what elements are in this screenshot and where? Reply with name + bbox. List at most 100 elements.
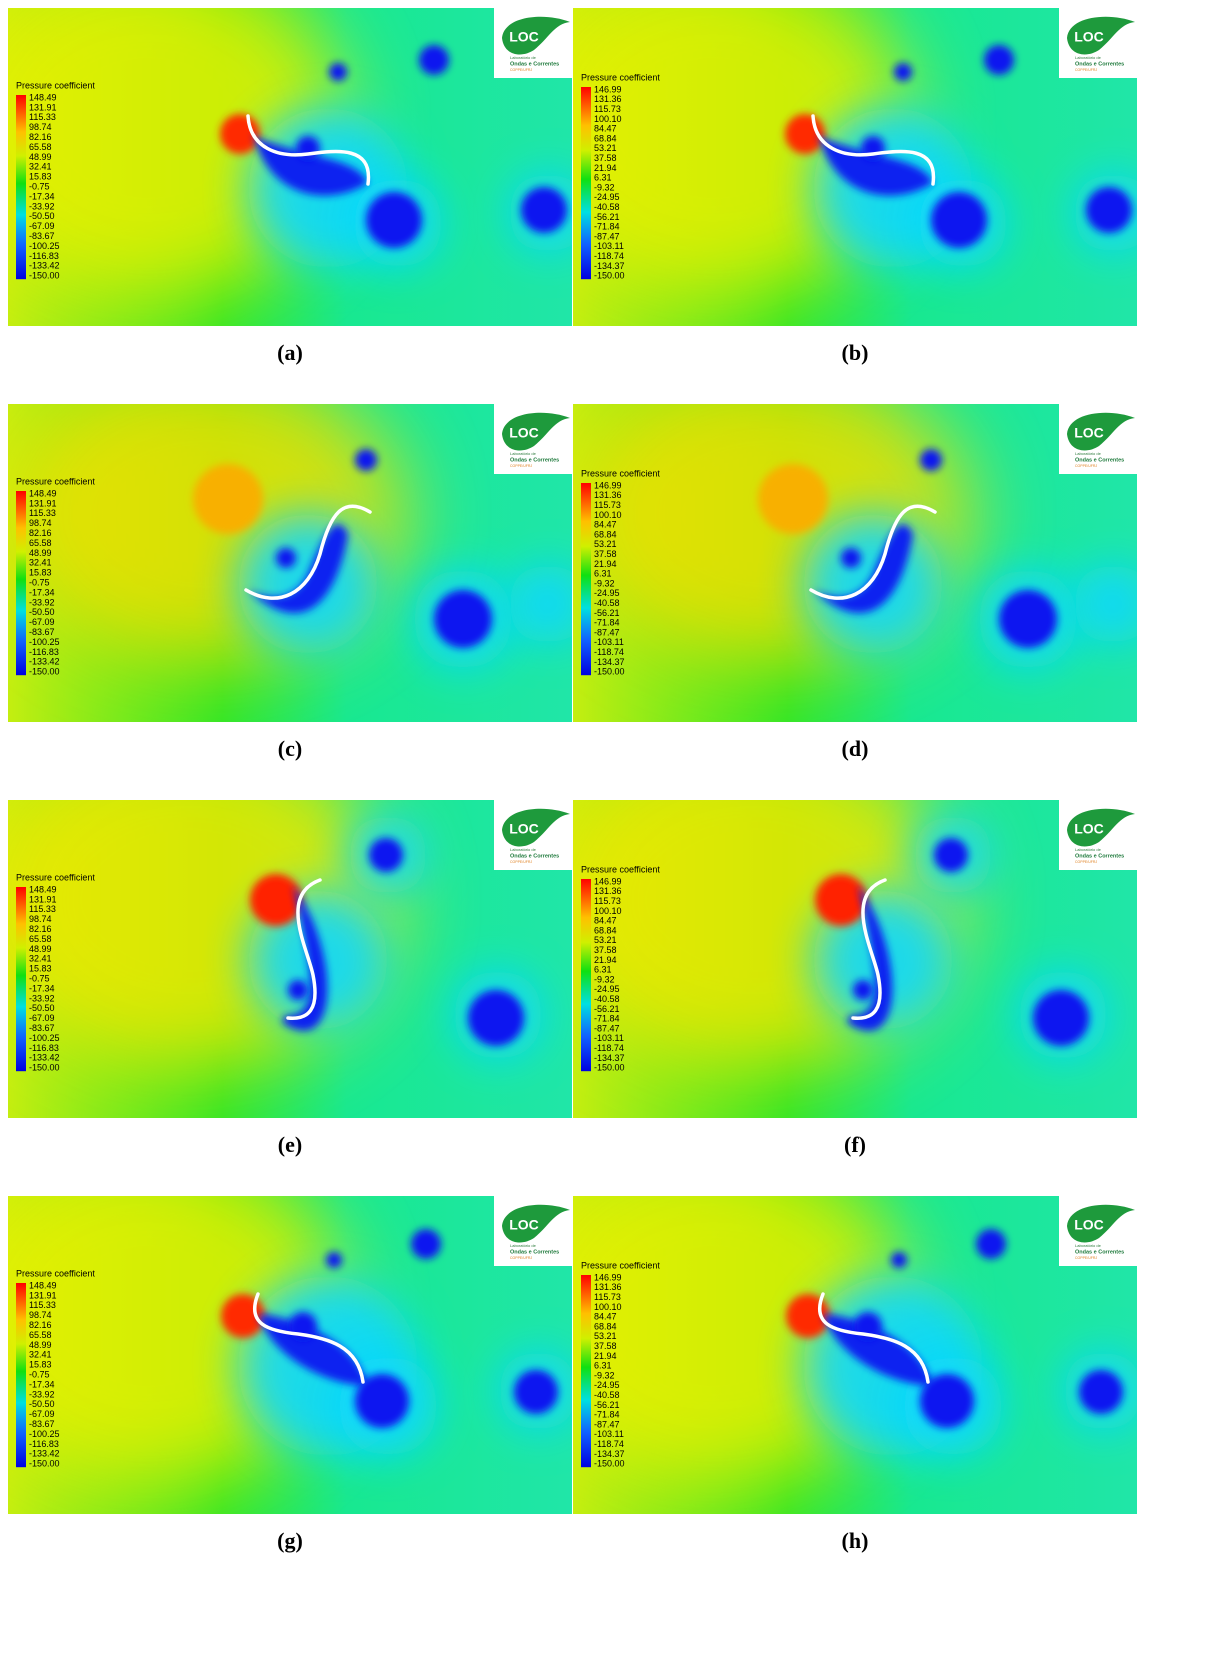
- legend-title: Pressure coefficient: [16, 1268, 95, 1278]
- legend-label: -150.00: [29, 1459, 60, 1469]
- color-bar: [581, 1275, 591, 1468]
- vortex: [841, 548, 861, 568]
- legend-title: Pressure coefficient: [16, 872, 95, 882]
- legend-label: -100.25: [29, 1033, 60, 1043]
- vortex: [1033, 990, 1089, 1046]
- pressure-field: [573, 404, 1137, 722]
- vortex: [514, 1370, 558, 1414]
- wake-region: [818, 133, 933, 196]
- logo-leaf: [1067, 1204, 1135, 1243]
- legend-label: -9.32: [594, 1370, 615, 1380]
- legend-label: -40.58: [594, 202, 620, 212]
- legend-label: -83.67: [29, 1023, 55, 1033]
- legend-label: -150.00: [594, 667, 625, 677]
- pressure-field: [573, 800, 1137, 1118]
- legend-label: 48.99: [29, 152, 52, 162]
- legend-label: -134.37: [594, 1449, 625, 1459]
- legend-label: 68.84: [594, 133, 617, 143]
- logo-mark: LOC: [1074, 425, 1104, 441]
- legend-label: 115.33: [29, 112, 56, 122]
- legend-label: -100.25: [29, 1429, 60, 1439]
- logo-line2: Ondas e Correntes: [510, 853, 559, 859]
- legend-label: -56.21: [594, 1400, 620, 1410]
- legend-label: -0.75: [29, 973, 50, 983]
- legend-label: -67.09: [29, 617, 55, 627]
- legend-label: -9.32: [594, 974, 615, 984]
- legend-label: 84.47: [594, 1312, 617, 1322]
- blade: [809, 504, 937, 600]
- legend-title: Pressure coefficient: [16, 476, 95, 486]
- color-bar: [581, 879, 591, 1072]
- legend-label: -118.74: [594, 251, 624, 261]
- legend-label: -24.95: [594, 192, 620, 202]
- legend-label: 100.10: [594, 510, 622, 520]
- logo-line3: COPPE/UFRJ: [1075, 860, 1097, 864]
- legend-label: 115.33: [29, 904, 56, 914]
- panel-caption: (g): [277, 1528, 303, 1553]
- logo-line2: Ondas e Correntes: [1075, 853, 1124, 859]
- legend-label: 37.58: [594, 945, 617, 955]
- vortex: [999, 590, 1057, 648]
- legend-label: 115.73: [594, 104, 621, 114]
- legend-label: -33.92: [29, 597, 55, 607]
- logo-line1: Laboratório de: [1075, 451, 1102, 456]
- low-pressure-halo: [1073, 564, 1137, 644]
- legend-label: -116.83: [29, 647, 59, 657]
- legend-label: 131.91: [29, 498, 57, 508]
- legend-label: 21.94: [594, 163, 617, 173]
- vortex: [984, 45, 1014, 75]
- legend-label: 48.99: [29, 944, 52, 954]
- legend-label: 131.91: [29, 894, 57, 904]
- legend-label: 68.84: [594, 529, 617, 539]
- legend-label: -116.83: [29, 1439, 59, 1449]
- legend-label: -134.37: [594, 657, 625, 667]
- legend-label: -24.95: [594, 588, 620, 598]
- legend-label: 65.58: [29, 142, 52, 152]
- legend-label: 82.16: [29, 924, 52, 934]
- legend-label: 82.16: [29, 1320, 52, 1330]
- logo-line2: Ondas e Correntes: [1075, 1249, 1124, 1255]
- legend-title: Pressure coefficient: [581, 864, 660, 874]
- logo-mark: LOC: [509, 29, 539, 45]
- legend-label: -0.75: [29, 577, 50, 587]
- vortex: [931, 192, 987, 248]
- vortex: [326, 1252, 342, 1268]
- logo-line1: Laboratório de: [510, 55, 537, 60]
- legend-label: -9.32: [594, 578, 615, 588]
- legend-label: 146.99: [594, 1272, 622, 1282]
- logo-leaf: [502, 412, 570, 451]
- legend-title: Pressure coefficient: [581, 1260, 660, 1270]
- color-bar: [16, 1283, 26, 1468]
- legend-label: -118.74: [594, 647, 624, 657]
- legend-label: 84.47: [594, 916, 617, 926]
- legend-label: 98.74: [29, 122, 52, 132]
- logo-line2: Ondas e Correntes: [1075, 61, 1124, 67]
- legend-label: 65.58: [29, 934, 52, 944]
- logo-line3: COPPE/UFRJ: [510, 464, 532, 468]
- panel: Pressure coefficient 146.99131.36115.7310…: [573, 8, 1137, 365]
- legend-label: -71.84: [594, 618, 620, 628]
- logo-line1: Laboratório de: [1075, 847, 1102, 852]
- legend-label: -40.58: [594, 598, 620, 608]
- legend-label: 53.21: [594, 1331, 617, 1341]
- logo-mark: LOC: [1074, 1217, 1104, 1233]
- logo-line3: COPPE/UFRJ: [510, 1256, 532, 1260]
- vortex: [853, 980, 873, 1000]
- legend-label: -103.11: [594, 1033, 624, 1043]
- stagnation-spot: [815, 874, 867, 926]
- vortex: [521, 187, 567, 233]
- legend-label: 15.83: [29, 568, 52, 578]
- panel-caption: (a): [277, 340, 303, 365]
- panel-caption: (f): [844, 1132, 866, 1157]
- color-bar: [581, 483, 591, 676]
- legend-label: 65.58: [29, 538, 52, 548]
- legend-label: -67.09: [29, 1013, 55, 1023]
- legend-label: 84.47: [594, 520, 617, 530]
- vortex: [934, 838, 968, 872]
- logo-line1: Laboratório de: [1075, 55, 1102, 60]
